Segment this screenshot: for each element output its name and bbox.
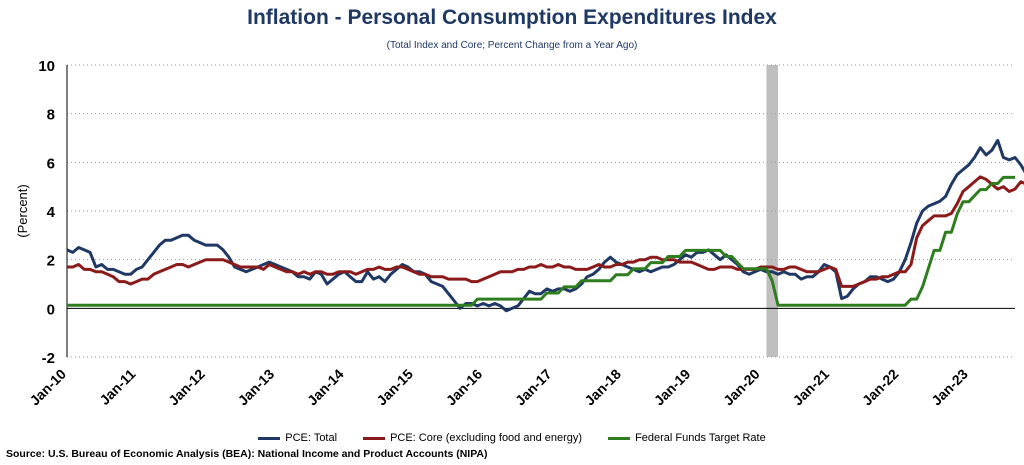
series-line-pce-core — [67, 175, 1024, 288]
x-tick-label: Jan-14 — [304, 366, 347, 409]
x-tick-label: Jan-13 — [235, 366, 278, 409]
legend-item-pce-core: PCE: Core (excluding food and energy) — [363, 432, 582, 444]
y-tick-label: 10 — [38, 58, 55, 75]
x-tick-label: Jan-23 — [928, 366, 971, 409]
x-tick-label: Jan-21 — [789, 366, 832, 409]
y-tick-label: 8 — [47, 107, 55, 124]
recession-band — [766, 65, 778, 357]
legend-swatch-pce-total — [258, 436, 281, 440]
legend-swatch-pce-core — [363, 436, 386, 440]
x-tick-label: Jan-19 — [651, 366, 694, 409]
legend-label-pce-core: PCE: Core (excluding food and energy) — [390, 432, 583, 444]
y-tick-label: 2 — [47, 253, 55, 270]
x-tick-label: Jan-17 — [512, 366, 555, 409]
x-tick-label: Jan-10 — [26, 366, 69, 409]
x-tick-label: Jan-20 — [720, 366, 763, 409]
y-axis-label: (Percent) — [15, 184, 30, 237]
series-line-pce-total — [66, 138, 1024, 313]
legend-swatch-fed-funds — [608, 436, 631, 440]
y-tick-label: 4 — [47, 204, 56, 221]
x-tick-label: Jan-12 — [165, 366, 208, 409]
y-tick-label: -2 — [42, 350, 55, 367]
legend-item-fed-funds: Federal Funds Target Rate — [608, 432, 766, 444]
chart-subtitle: (Total Index and Core; Percent Change fr… — [386, 40, 638, 51]
series-line-fed-funds — [67, 175, 1015, 307]
chart-title: Inflation - Personal Consumption Expendi… — [247, 6, 777, 29]
source-note: Source: U.S. Bureau of Economic Analysis… — [6, 448, 488, 460]
legend: PCE: Total PCE: Core (excluding food and… — [0, 432, 1024, 444]
legend-label-fed-funds: Federal Funds Target Rate — [635, 432, 766, 444]
x-tick-label: Jan-15 — [373, 366, 416, 409]
x-tick-label: Jan-18 — [581, 366, 624, 409]
legend-label-pce-total: PCE: Total — [285, 432, 338, 444]
y-tick-label: 0 — [47, 301, 55, 318]
x-tick-label: Jan-22 — [859, 366, 902, 409]
legend-item-pce-total: PCE: Total — [258, 432, 337, 444]
x-tick-label: Jan-11 — [96, 366, 138, 408]
x-tick-label: Jan-16 — [443, 366, 486, 409]
y-tick-label: 6 — [47, 155, 55, 172]
